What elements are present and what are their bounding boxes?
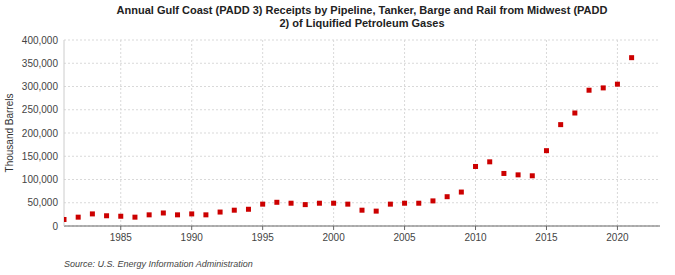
point bbox=[544, 148, 549, 153]
point bbox=[501, 171, 506, 176]
point bbox=[360, 208, 365, 213]
y-tick-label: 400,000 bbox=[22, 35, 59, 46]
x-grid-line bbox=[262, 40, 263, 226]
x-grid-line bbox=[191, 40, 192, 226]
y-grid-line bbox=[64, 202, 660, 203]
point bbox=[459, 190, 464, 195]
title-line: 2) of Liquified Petroleum Gases bbox=[279, 17, 444, 29]
title: Annual Gulf Coast (PADD 3) Receipts by P… bbox=[117, 4, 608, 29]
point bbox=[374, 209, 379, 214]
point bbox=[189, 211, 194, 216]
x-tick-label: 1990 bbox=[181, 232, 204, 243]
x-tick bbox=[262, 226, 263, 230]
point bbox=[118, 214, 123, 219]
point bbox=[445, 194, 450, 199]
x-tick-label: 2005 bbox=[393, 232, 416, 243]
y-axis-line bbox=[64, 40, 65, 226]
y-grid-line bbox=[64, 40, 660, 41]
point bbox=[430, 198, 435, 203]
x-tick bbox=[617, 226, 618, 230]
x-tick bbox=[333, 226, 334, 230]
point bbox=[104, 213, 109, 218]
point bbox=[317, 201, 322, 206]
point bbox=[615, 82, 620, 87]
point bbox=[473, 164, 478, 169]
x-grid-line bbox=[333, 40, 334, 226]
source-note: Source: U.S. Energy Information Administ… bbox=[64, 259, 253, 269]
point bbox=[260, 202, 265, 207]
point bbox=[629, 55, 634, 60]
point bbox=[331, 201, 336, 206]
point bbox=[218, 210, 223, 215]
point bbox=[289, 201, 294, 206]
y-tick-label: 150,000 bbox=[22, 151, 59, 162]
y-grid-line bbox=[64, 109, 660, 110]
point bbox=[572, 111, 577, 116]
point bbox=[132, 215, 137, 220]
x-grid-line bbox=[404, 40, 405, 226]
point bbox=[161, 210, 166, 215]
point bbox=[175, 212, 180, 217]
x-grid-line bbox=[120, 40, 121, 226]
point bbox=[345, 202, 350, 207]
x-tick bbox=[546, 226, 547, 230]
x-tick-label: 1985 bbox=[110, 232, 133, 243]
point bbox=[558, 122, 563, 127]
y-tick-label: 300,000 bbox=[22, 81, 59, 92]
x-tick-label: 2015 bbox=[535, 232, 558, 243]
grid bbox=[64, 40, 660, 226]
point bbox=[90, 211, 95, 216]
point bbox=[147, 212, 152, 217]
point bbox=[516, 172, 521, 177]
y-tick-label: 0 bbox=[52, 221, 58, 232]
point bbox=[203, 212, 208, 217]
y-grid-line bbox=[64, 63, 660, 64]
y-grid-line bbox=[64, 156, 660, 157]
y-grid-line bbox=[64, 133, 660, 134]
points bbox=[64, 55, 634, 222]
y-grid-line bbox=[64, 86, 660, 87]
x-tick bbox=[404, 226, 405, 230]
x-grid-line bbox=[617, 40, 618, 226]
x-tick bbox=[120, 226, 121, 230]
x-grid-line bbox=[475, 40, 476, 226]
point bbox=[64, 217, 67, 222]
point bbox=[601, 85, 606, 90]
y-tick-label: 100,000 bbox=[22, 174, 59, 185]
y-axis-label: Thousand Barrels bbox=[4, 94, 15, 173]
y-tick-label: 200,000 bbox=[22, 128, 59, 139]
y-tick-label: 50,000 bbox=[27, 197, 58, 208]
point bbox=[402, 201, 407, 206]
point bbox=[246, 207, 251, 212]
y-tick-label: 350,000 bbox=[22, 58, 59, 69]
x-axis-line bbox=[64, 226, 660, 227]
x-tick-label: 1995 bbox=[252, 232, 275, 243]
x-tick-label: 2020 bbox=[606, 232, 629, 243]
x-tick bbox=[191, 226, 192, 230]
point bbox=[587, 88, 592, 93]
y-grid-line bbox=[64, 226, 660, 227]
x-grid-line bbox=[546, 40, 547, 226]
point bbox=[303, 202, 308, 207]
x-tick-label: 2010 bbox=[464, 232, 487, 243]
x-tick-label: 2000 bbox=[322, 232, 345, 243]
y-tick-label: 250,000 bbox=[22, 104, 59, 115]
point bbox=[530, 173, 535, 178]
chart: Annual Gulf Coast (PADD 3) Receipts by P… bbox=[0, 0, 675, 275]
point bbox=[232, 208, 237, 213]
title-line: Annual Gulf Coast (PADD 3) Receipts by P… bbox=[117, 4, 608, 16]
y-grid-line bbox=[64, 179, 660, 180]
x-tick bbox=[475, 226, 476, 230]
point bbox=[274, 200, 279, 205]
point bbox=[388, 202, 393, 207]
point bbox=[76, 215, 81, 220]
point bbox=[416, 201, 421, 206]
point bbox=[487, 159, 492, 164]
